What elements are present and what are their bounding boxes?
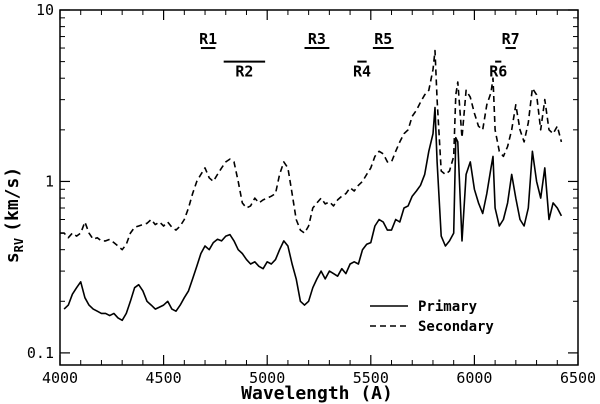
y-axis-title: sRV (km/s) [2,167,26,263]
legend-label-secondary: Secondary [418,319,494,335]
y-tick-label: 10 [36,1,54,19]
region-label-r6: R6 [489,63,507,81]
region-label-r2: R2 [235,63,253,81]
y-axis-title-main: s [2,252,23,263]
svg-text:sRV(km/s): sRV (km/s) [2,167,26,263]
series-line-primary [63,106,563,322]
region-label-r3: R3 [308,30,326,48]
axis-ticks: 4000 4500 5000 5500 6000 6500 0.1 1 10 [27,1,596,387]
legend: Primary Secondary [370,299,494,335]
x-tick-label: 4000 [42,369,78,387]
region-label-r1: R1 [199,30,217,48]
x-tick-label: 6000 [456,369,492,387]
series-layer [60,49,563,322]
series-line-secondary [60,49,563,251]
region-label-r4: R4 [353,63,371,81]
x-tick-label: 4500 [146,369,182,387]
plot-frame [59,9,579,366]
x-axis-title: Wavelength (A) [241,383,393,404]
legend-label-primary: Primary [418,299,478,315]
y-axis-title-subscript: RV [12,238,26,252]
y-tick-label: 0.1 [27,344,54,362]
x-tick-label: 6500 [560,369,596,387]
x-tick-label: 5000 [249,369,285,387]
y-tick-label: 1 [45,172,54,190]
x-tick-label: 5500 [353,369,389,387]
y-axis-title-units: (km/s) [2,167,23,232]
region-label-r7: R7 [502,30,520,48]
plot-border [59,9,579,366]
region-label-r5: R5 [374,30,392,48]
